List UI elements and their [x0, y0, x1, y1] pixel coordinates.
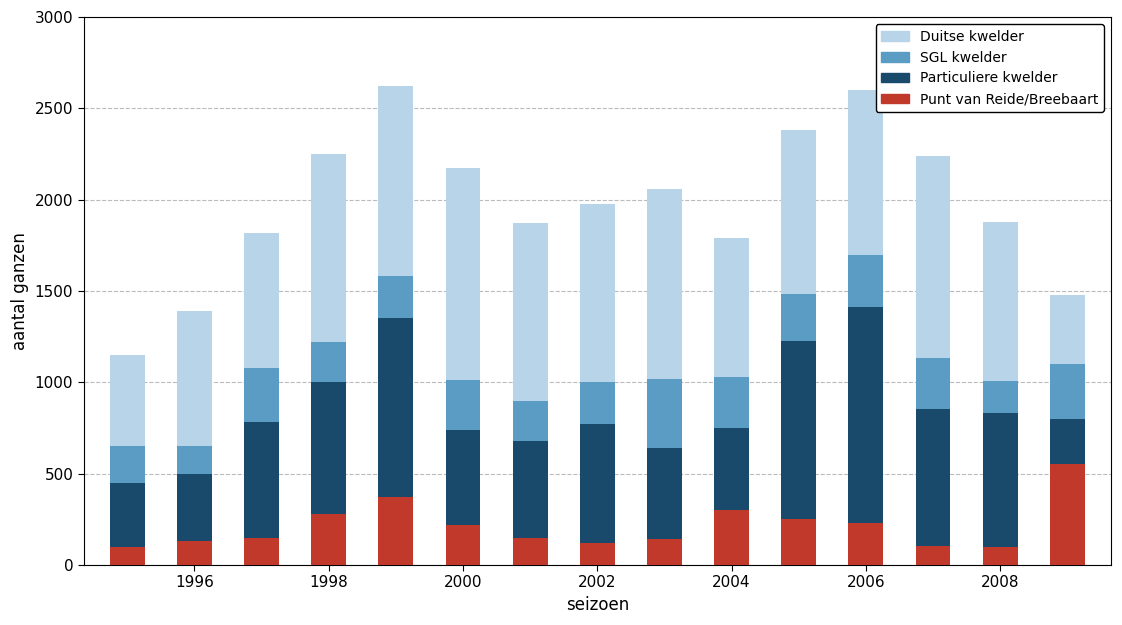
Bar: [378, 498, 413, 565]
Bar: [245, 368, 279, 423]
Bar: [647, 448, 682, 539]
Bar: [1050, 364, 1085, 419]
Bar: [848, 523, 883, 565]
Bar: [311, 514, 347, 565]
Bar: [916, 409, 950, 546]
Bar: [781, 341, 816, 519]
Bar: [177, 311, 212, 446]
Bar: [983, 547, 1018, 565]
Bar: [983, 381, 1018, 413]
Bar: [445, 168, 480, 381]
Bar: [714, 428, 749, 510]
Bar: [580, 382, 615, 424]
Bar: [714, 377, 749, 428]
Bar: [245, 232, 279, 368]
Y-axis label: aantal ganzen: aantal ganzen: [11, 232, 29, 350]
Bar: [110, 446, 145, 483]
Bar: [513, 401, 548, 441]
Bar: [714, 238, 749, 377]
Bar: [1050, 464, 1085, 565]
Bar: [781, 519, 816, 565]
Bar: [445, 430, 480, 525]
Bar: [848, 256, 883, 306]
Bar: [110, 547, 145, 565]
Legend: Duitse kwelder, SGL kwelder, Particuliere kwelder, Punt van Reide/Breebaart: Duitse kwelder, SGL kwelder, Particulier…: [875, 24, 1104, 112]
Bar: [781, 131, 816, 294]
Bar: [916, 546, 950, 565]
Bar: [580, 204, 615, 382]
Bar: [311, 154, 347, 342]
X-axis label: seizoen: seizoen: [565, 596, 629, 614]
Bar: [311, 342, 347, 382]
Bar: [513, 224, 548, 401]
Bar: [1050, 419, 1085, 464]
Bar: [916, 156, 950, 358]
Bar: [781, 294, 816, 341]
Bar: [513, 538, 548, 565]
Bar: [916, 357, 950, 409]
Bar: [848, 90, 883, 256]
Bar: [378, 276, 413, 318]
Bar: [378, 318, 413, 498]
Bar: [848, 306, 883, 523]
Bar: [1050, 294, 1085, 364]
Bar: [983, 413, 1018, 547]
Bar: [580, 424, 615, 543]
Bar: [311, 382, 347, 514]
Bar: [580, 543, 615, 565]
Bar: [513, 441, 548, 538]
Bar: [647, 379, 682, 448]
Bar: [445, 381, 480, 430]
Bar: [245, 422, 279, 538]
Bar: [647, 539, 682, 565]
Bar: [378, 86, 413, 276]
Bar: [714, 510, 749, 565]
Bar: [110, 482, 145, 547]
Bar: [110, 355, 145, 446]
Bar: [177, 474, 212, 541]
Bar: [445, 525, 480, 565]
Bar: [983, 222, 1018, 381]
Bar: [177, 446, 212, 474]
Bar: [177, 541, 212, 565]
Bar: [647, 189, 682, 379]
Bar: [245, 538, 279, 565]
